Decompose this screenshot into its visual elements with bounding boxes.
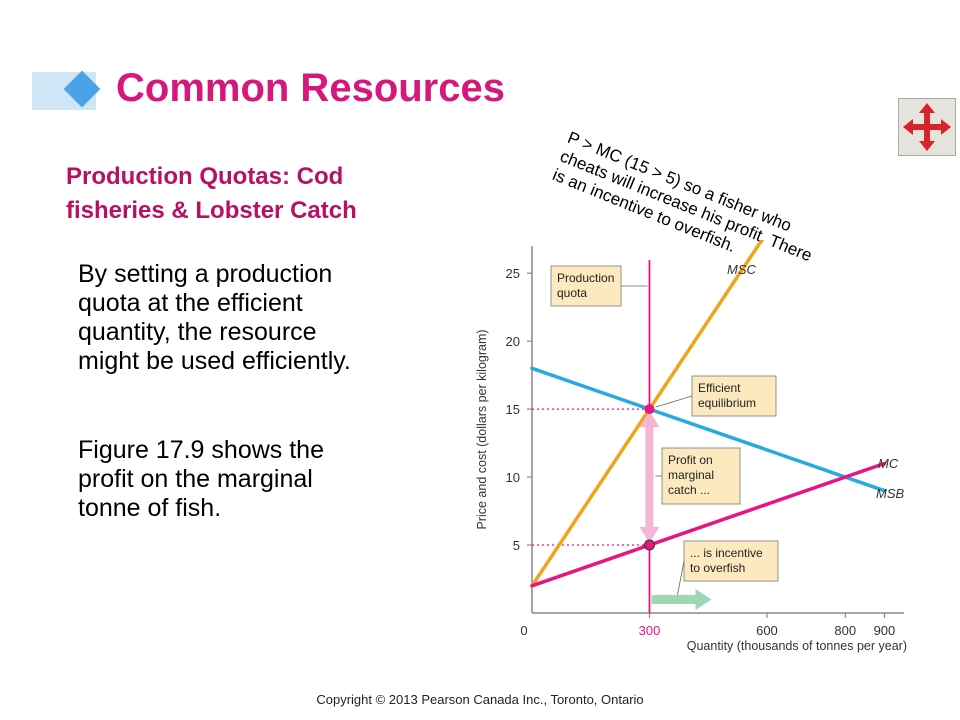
y-tick-label: 20 bbox=[506, 334, 520, 349]
x-tick-label: 0 bbox=[520, 623, 527, 638]
profit-arrow-head-up bbox=[639, 411, 660, 428]
x-axis-label: Quantity (thousands of tonnes per year) bbox=[687, 639, 907, 653]
paragraph-line: Figure 17.9 shows the bbox=[78, 436, 324, 464]
series-msc-label: MSC bbox=[727, 262, 757, 277]
series-mc-label: MC bbox=[878, 456, 899, 471]
x-tick-label: 800 bbox=[834, 623, 856, 638]
profit-arrow-head-down bbox=[639, 527, 660, 544]
four-arrows-move-icon bbox=[903, 103, 951, 151]
y-tick-label: 10 bbox=[506, 470, 520, 485]
paragraph-line: tonne of fish. bbox=[78, 494, 222, 522]
paragraph-line: By setting a production bbox=[78, 260, 333, 288]
profit-callout-text: Profit on bbox=[668, 453, 713, 467]
mc-point bbox=[643, 539, 655, 551]
x-tick-label: 300 bbox=[639, 623, 661, 638]
paragraph-line: quantity, the resource bbox=[78, 318, 317, 346]
slide-subtitle: Production Quotas: Cod fisheries & Lobst… bbox=[66, 160, 357, 228]
profit-callout-bg bbox=[661, 447, 741, 505]
profit-callout-text: catch ... bbox=[668, 483, 710, 497]
incentive-callout-text: to overfish bbox=[690, 561, 745, 575]
quota-callout-text: Production bbox=[557, 271, 614, 285]
incentive-callout-bg bbox=[683, 540, 779, 582]
y-tick-label: 25 bbox=[506, 266, 520, 281]
x-tick-label: 600 bbox=[756, 623, 778, 638]
y-tick-label: 15 bbox=[506, 402, 520, 417]
copyright-text: Copyright © 2013 Pearson Canada Inc., To… bbox=[316, 692, 644, 707]
paragraph-quota: By setting a production quota at the eff… bbox=[78, 260, 351, 376]
efficient-callout-text: Efficient bbox=[698, 381, 741, 395]
subtitle-line: fisheries & Lobster Catch bbox=[66, 197, 357, 224]
paragraph-figure: Figure 17.9 shows the profit on the marg… bbox=[78, 436, 324, 523]
quota-callout-text: quota bbox=[557, 286, 587, 300]
paragraph-line: might be used efficiently. bbox=[78, 347, 351, 375]
paragraph-line: profit on the marginal bbox=[78, 465, 313, 493]
series-msb-label: MSB bbox=[876, 486, 905, 501]
quota-callout-bg bbox=[550, 265, 622, 307]
overfish-arrow-shaft bbox=[651, 595, 696, 604]
subtitle-line: Production Quotas: Cod bbox=[66, 163, 344, 190]
efficient-callout-leader bbox=[655, 395, 693, 408]
incentive-callout-text: ... is incentive bbox=[690, 546, 763, 560]
x-tick-label: 900 bbox=[874, 623, 896, 638]
slide-title: Common Resources bbox=[116, 66, 505, 110]
profit-callout-text: marginal bbox=[668, 468, 714, 482]
overfish-arrow-head bbox=[695, 589, 712, 610]
profit-callout: Profit onmarginalcatch ... bbox=[655, 447, 741, 505]
profit-arrow-shaft bbox=[645, 423, 654, 532]
y-tick-label: 5 bbox=[513, 538, 520, 553]
efficient-callout-text: equilibrium bbox=[698, 396, 756, 410]
move-nav-button[interactable] bbox=[898, 98, 956, 156]
y-axis-label: Price and cost (dollars per kilogram) bbox=[475, 329, 489, 529]
paragraph-line: quota at the efficient bbox=[78, 289, 303, 317]
incentive-callout-leader bbox=[677, 560, 685, 596]
efficient-point bbox=[644, 404, 655, 415]
